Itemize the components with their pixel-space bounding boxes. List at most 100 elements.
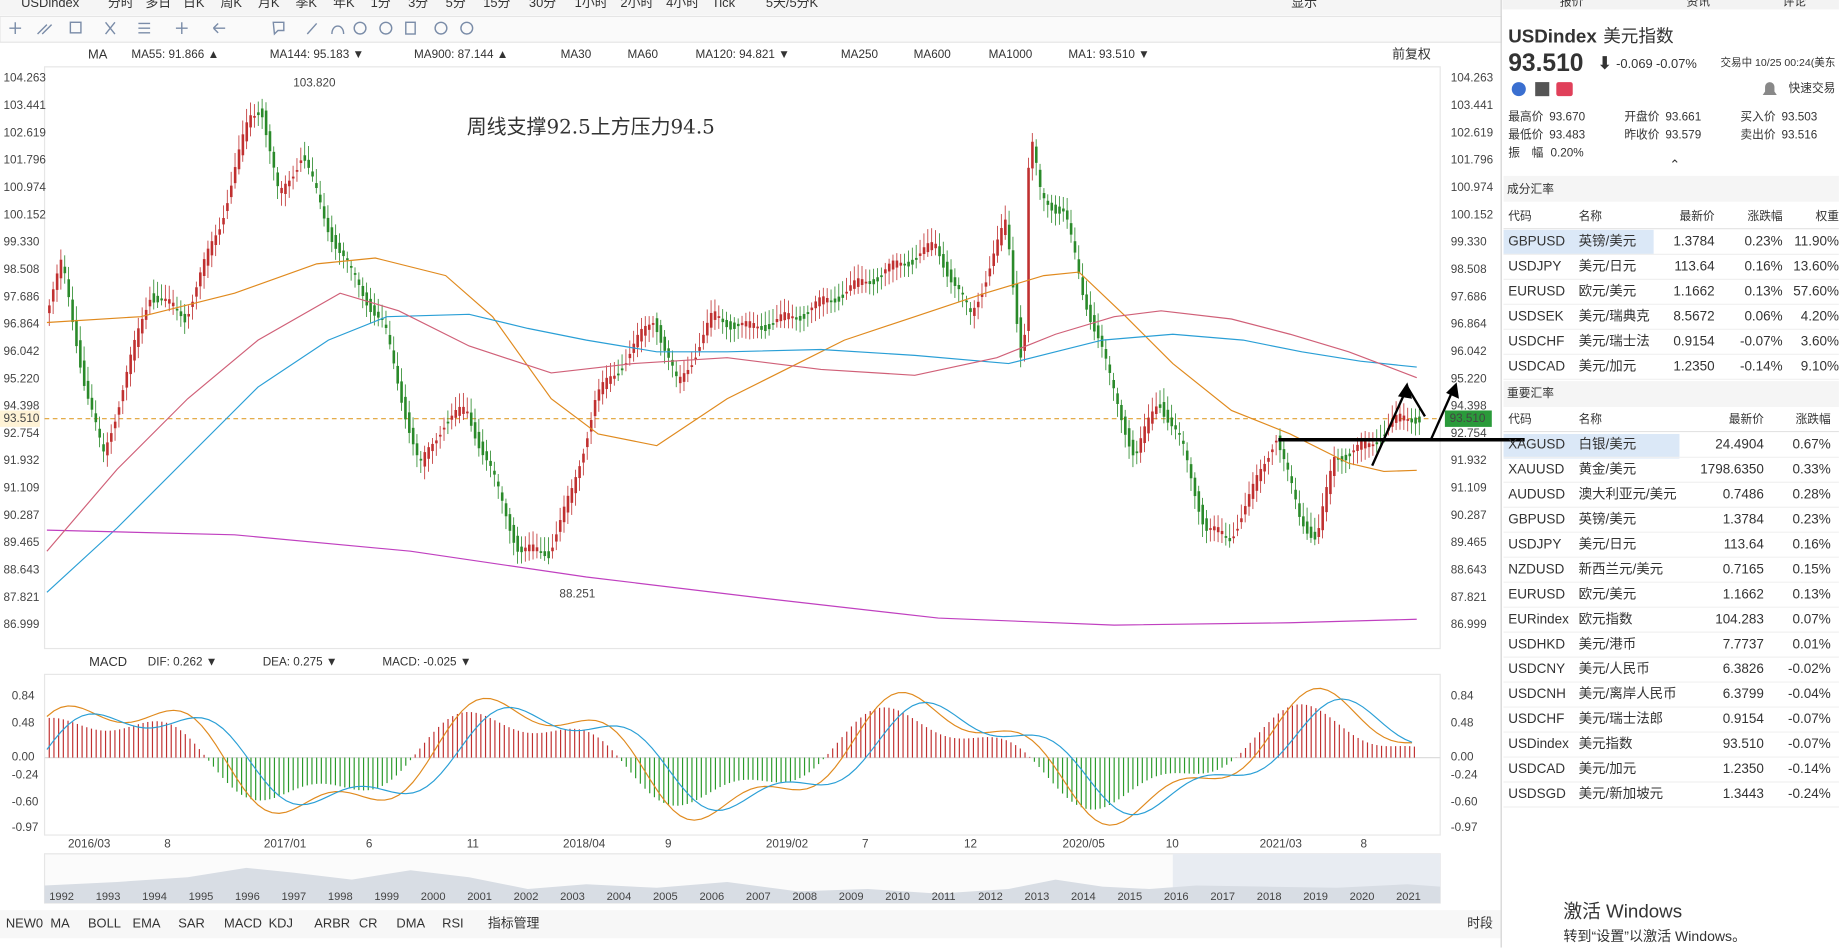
candle-body — [1259, 468, 1263, 482]
indicator-tab[interactable]: BOLL — [88, 916, 121, 931]
period-tab[interactable]: 5天/5分K — [766, 0, 819, 10]
adjust-button[interactable]: 前复权 — [1392, 47, 1431, 62]
candle-body — [655, 318, 659, 333]
indicator-tab[interactable]: 指标管理 — [488, 916, 540, 931]
table-cell[interactable]: 白银/美元 — [1579, 436, 1637, 451]
quick-trade[interactable]: 快速交易 — [1789, 81, 1836, 95]
table-cell[interactable]: USDCNH — [1508, 686, 1566, 701]
table-cell[interactable]: 美元/离岸人民币 — [1579, 685, 1677, 701]
table-cell[interactable]: 美元/日元 — [1579, 536, 1637, 551]
period-tab[interactable]: 4小时 — [666, 0, 699, 10]
candle-body — [810, 307, 814, 311]
table-cell[interactable]: USDJPY — [1508, 258, 1561, 273]
table-cell[interactable]: 澳大利亚元/美元 — [1579, 486, 1677, 501]
indicator-tab[interactable]: KDJ — [269, 916, 293, 931]
table-cell[interactable]: 欧元/美元 — [1579, 283, 1637, 298]
side-tab[interactable]: 报价 — [1560, 0, 1584, 8]
period-button[interactable]: 时段 — [1467, 916, 1493, 931]
price-label: 91.109 — [4, 482, 40, 495]
period-tab[interactable]: 1分 — [371, 0, 391, 10]
period-tab[interactable]: 5分 — [446, 0, 466, 10]
table-cell[interactable]: EURUSD — [1508, 586, 1565, 601]
period-tab[interactable]: 1小时 — [575, 0, 608, 10]
table-cell[interactable]: 美元/瑞士法 — [1579, 333, 1650, 348]
period-tab[interactable]: 分时 — [108, 0, 134, 10]
collapse-arrow[interactable]: ⌃ — [1669, 157, 1680, 172]
table-cell[interactable]: USDCHF — [1508, 333, 1564, 348]
price-label: 91.932 — [1451, 454, 1487, 467]
side-tab[interactable]: 评论 — [1783, 0, 1807, 8]
table-cell[interactable]: 新西兰元/美元 — [1579, 561, 1664, 576]
candle-body — [481, 441, 485, 456]
table-cell: 1.3784 — [1673, 234, 1715, 249]
table-cell[interactable]: USDHKD — [1508, 636, 1565, 651]
table-cell[interactable]: 英镑/美元 — [1579, 510, 1637, 526]
candle-body — [1193, 477, 1197, 497]
indicator-tab[interactable]: MACD — [224, 916, 262, 931]
table-cell[interactable]: 美元/瑞典克 — [1579, 308, 1650, 323]
candle-body — [71, 299, 74, 323]
indicator-tab[interactable]: CR — [359, 916, 378, 931]
display-button[interactable]: 显示 — [1291, 0, 1317, 10]
candle-body — [1112, 379, 1115, 389]
table-cell: 1.1662 — [1723, 586, 1764, 601]
table-cell[interactable]: 黄金/美元 — [1579, 461, 1637, 476]
table-cell[interactable]: 欧元指数 — [1579, 611, 1633, 626]
table-cell[interactable]: GBPUSD — [1508, 234, 1565, 249]
period-tab[interactable]: 日K — [183, 0, 205, 10]
side-tab[interactable]: 资讯 — [1686, 0, 1710, 8]
table-cell[interactable]: 美元/港币 — [1579, 636, 1637, 651]
indicator-tab[interactable]: DMA — [396, 916, 425, 931]
table-cell[interactable]: 英镑/美元 — [1579, 233, 1637, 249]
period-tab[interactable]: 季K — [296, 0, 318, 10]
table-cell[interactable]: 美元/人民币 — [1579, 661, 1650, 676]
period-tab[interactable]: 2小时 — [620, 0, 653, 10]
table-cell[interactable]: 美元/日元 — [1579, 258, 1637, 273]
candle-body — [1162, 402, 1166, 417]
period-tab[interactable]: USDindex — [21, 0, 80, 10]
candle-body — [79, 340, 82, 368]
table-cell[interactable]: 美元/加元 — [1579, 761, 1637, 776]
candle-body — [1015, 283, 1019, 324]
table-cell[interactable]: GBPUSD — [1508, 511, 1565, 526]
table-cell[interactable]: 欧元/美元 — [1579, 586, 1637, 601]
candle-body — [438, 434, 442, 437]
indicator-tab[interactable]: MA — [50, 916, 70, 931]
table-cell[interactable]: 美元指数 — [1579, 736, 1633, 751]
table-cell[interactable]: USDSEK — [1508, 308, 1563, 323]
period-tab[interactable]: 周K — [220, 0, 242, 10]
table-cell[interactable]: XAGUSD — [1508, 436, 1565, 451]
period-tab[interactable]: 30分 — [529, 0, 556, 10]
table-cell[interactable]: USDCHF — [1508, 711, 1564, 726]
table-cell[interactable]: AUDUSD — [1508, 486, 1565, 501]
table-cell[interactable]: USDindex — [1508, 736, 1569, 751]
period-tab[interactable]: 15分 — [483, 0, 510, 10]
year-label: 2005 — [653, 891, 678, 903]
period-tab[interactable]: Tick — [712, 0, 736, 10]
table-cell[interactable]: USDCAD — [1508, 358, 1565, 373]
table-cell[interactable]: USDCNY — [1508, 661, 1565, 676]
indicator-tab[interactable]: RSI — [442, 916, 464, 931]
price-label: 104.263 — [4, 72, 46, 85]
indicator-tab[interactable]: SAR — [178, 916, 205, 931]
table-cell[interactable]: USDSGD — [1508, 786, 1566, 801]
table-cell[interactable]: EURUSD — [1508, 283, 1565, 298]
indicator-tab[interactable]: ARBR — [314, 916, 350, 931]
table-cell[interactable]: 美元/新加坡元 — [1579, 786, 1664, 801]
period-tab[interactable]: 3分 — [408, 0, 428, 10]
indicator-tab[interactable]: NEW0 — [6, 916, 43, 931]
table-cell[interactable]: NZDUSD — [1508, 561, 1564, 576]
table-cell[interactable]: USDCAD — [1508, 761, 1565, 776]
table-cell[interactable]: XAUUSD — [1508, 461, 1564, 476]
period-tab[interactable]: 月K — [258, 0, 280, 10]
candle-body — [856, 278, 860, 287]
period-tab[interactable]: 年K — [333, 0, 355, 10]
table-cell[interactable]: EURindex — [1508, 611, 1569, 626]
macd-axis-label: -0.60 — [12, 795, 39, 808]
table-cell[interactable]: USDJPY — [1508, 536, 1561, 551]
macd-axis-label: 0.00 — [12, 751, 35, 764]
table-cell[interactable]: 美元/瑞士法郎 — [1579, 711, 1664, 726]
period-tab[interactable]: 多日 — [145, 0, 171, 10]
table-cell[interactable]: 美元/加元 — [1579, 358, 1637, 373]
indicator-tab[interactable]: EMA — [133, 916, 161, 931]
